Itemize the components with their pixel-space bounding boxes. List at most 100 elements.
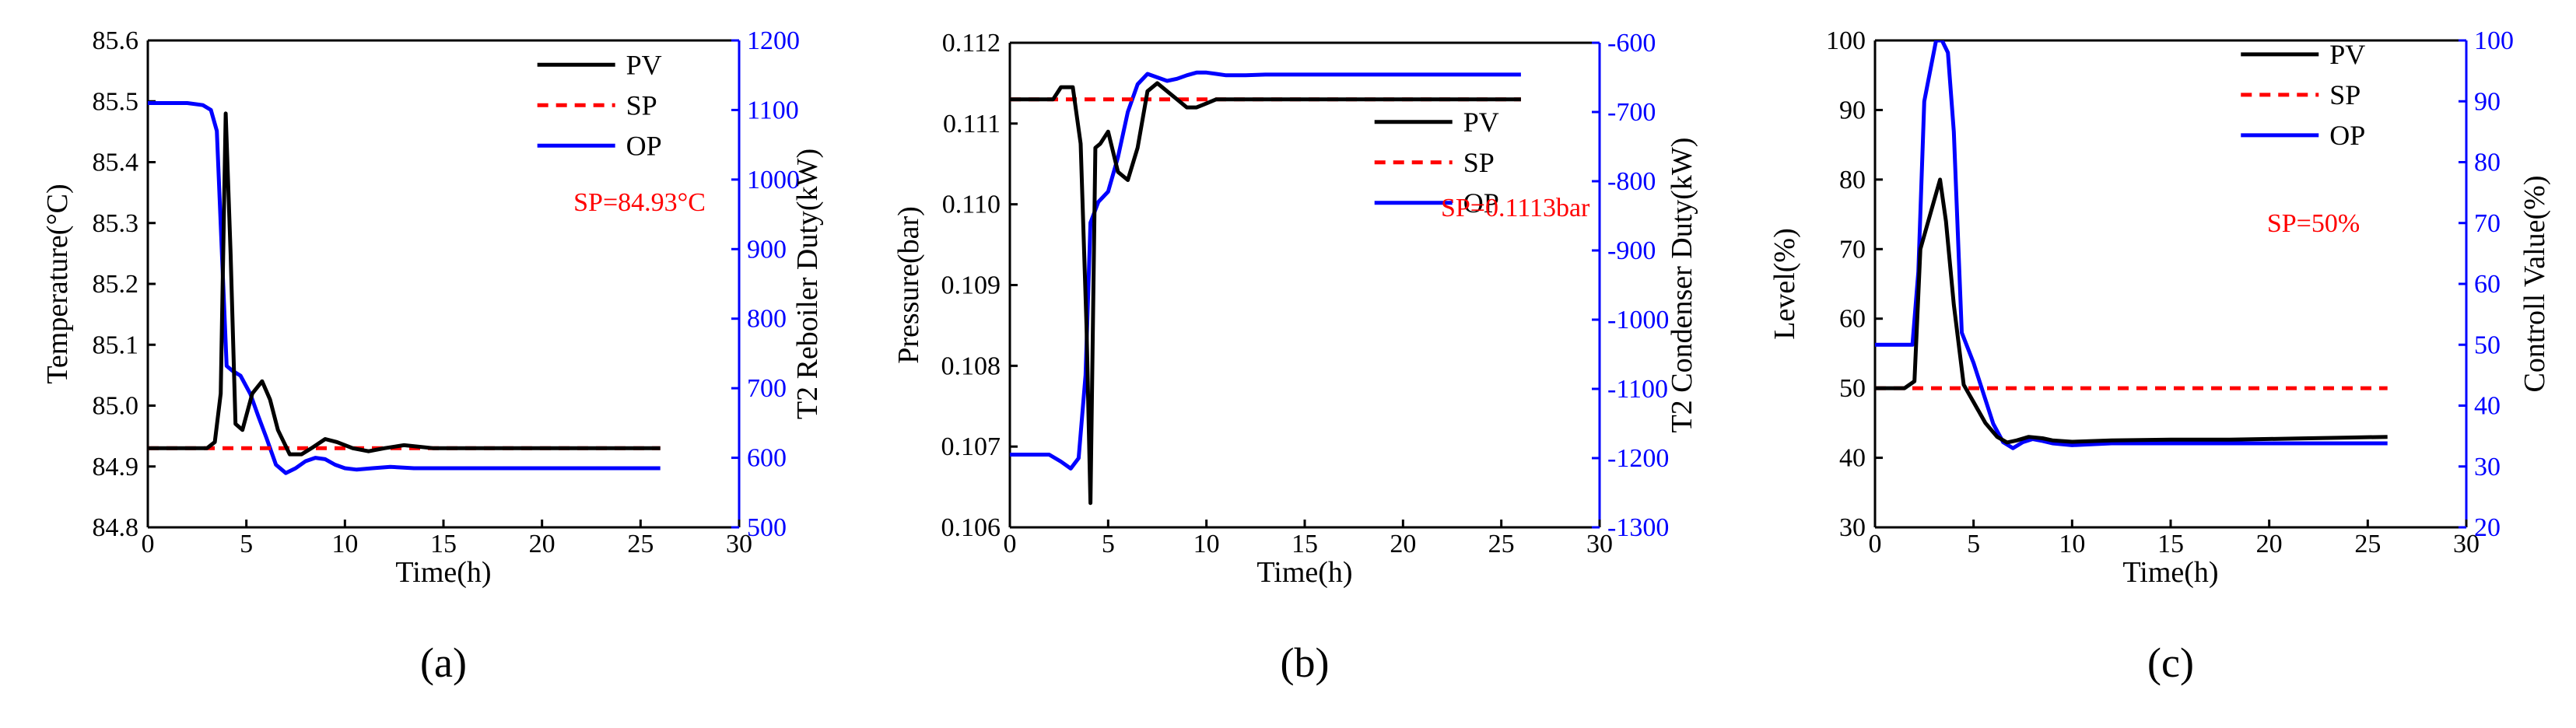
y2-axis-label: T2 Condenser Duty(kW) xyxy=(1666,138,1698,433)
y2-tick-label: 80 xyxy=(2474,149,2501,177)
y2-tick-label: 100 xyxy=(2474,26,2514,55)
y-tick-label: 50 xyxy=(1839,374,1866,403)
y2-tick-label: 1100 xyxy=(747,96,799,124)
y2-tick-label: 70 xyxy=(2474,209,2501,238)
x-tick-label: 5 xyxy=(240,530,253,558)
x-tick-label: 0 xyxy=(142,530,155,558)
y-tick-label: 85.3 xyxy=(93,209,139,238)
y-tick-label: 0.110 xyxy=(942,191,1001,219)
x-tick-label: 5 xyxy=(1102,530,1115,558)
y2-tick-label: 600 xyxy=(747,444,787,473)
x-tick-label: 20 xyxy=(1390,530,1416,558)
y2-tick-label: -800 xyxy=(1607,167,1656,196)
y2-tick-label: 1000 xyxy=(747,166,800,194)
legend-label-sp: SP xyxy=(1463,147,1495,178)
legend-label-sp: SP xyxy=(626,89,657,121)
legend-label-pv: PV xyxy=(2329,39,2365,70)
y-tick-label: 0.106 xyxy=(941,513,1001,542)
y-axis-label: Level(%) xyxy=(1768,228,1801,339)
x-tick-label: 5 xyxy=(1967,530,1980,558)
y-tick-label: 0.109 xyxy=(941,271,1001,300)
y-tick-label: 85.6 xyxy=(93,26,139,55)
x-tick-label: 15 xyxy=(1292,530,1318,558)
y-tick-label: 30 xyxy=(1839,513,1866,542)
y-tick-label: 100 xyxy=(1826,26,1866,55)
x-tick-label: 30 xyxy=(2453,530,2480,558)
setpoint-annotation: SP=50% xyxy=(2267,209,2360,238)
legend-label-pv: PV xyxy=(1463,107,1499,138)
y2-tick-label: 20 xyxy=(2474,513,2501,542)
x-tick-label: 15 xyxy=(2157,530,2184,558)
y-tick-label: 90 xyxy=(1839,96,1866,124)
legend-label-op: OP xyxy=(2329,120,2365,151)
plot-area xyxy=(148,101,661,475)
y2-tick-label: -1300 xyxy=(1607,513,1669,542)
y2-tick-label: -1000 xyxy=(1607,306,1669,334)
y2-axis-label: T2 Reboiler Duty(kW) xyxy=(791,149,824,419)
x-tick-label: 0 xyxy=(1869,530,1882,558)
legend-label-sp: SP xyxy=(2329,79,2360,110)
y2-tick-label: -700 xyxy=(1607,98,1656,127)
y-tick-label: 40 xyxy=(1839,444,1866,473)
setpoint-annotation: SP=0.1113bar xyxy=(1441,194,1590,222)
y2-tick-label: 30 xyxy=(2474,453,2501,481)
y-tick-label: 0.112 xyxy=(942,29,1001,58)
y2-tick-label: 900 xyxy=(747,235,787,264)
y-tick-label: 84.8 xyxy=(93,513,139,542)
y-tick-label: 80 xyxy=(1839,166,1866,194)
y2-tick-label: -900 xyxy=(1607,236,1656,265)
y-tick-label: 0.111 xyxy=(943,110,1001,138)
y-tick-label: 85.1 xyxy=(93,331,139,359)
y2-tick-label: 700 xyxy=(747,374,787,403)
legend-label-pv: PV xyxy=(626,49,662,80)
y-tick-label: 60 xyxy=(1839,305,1866,334)
series-line-op xyxy=(1010,70,1521,471)
y2-axis-label: Controll Value(%) xyxy=(2518,176,2551,393)
y2-tick-label: -1100 xyxy=(1607,375,1668,404)
series-line-pv xyxy=(1010,81,1521,506)
x-tick-label: 10 xyxy=(331,530,358,558)
plot-area xyxy=(1010,70,1521,506)
series-line-pv xyxy=(1875,177,2388,445)
setpoint-annotation: SP=84.93°C xyxy=(573,188,706,217)
legend-label-op: OP xyxy=(626,130,662,161)
panel-label: (b) xyxy=(1281,639,1330,686)
series-line-op xyxy=(148,101,661,475)
x-tick-label: 30 xyxy=(726,530,752,558)
x-tick-label: 20 xyxy=(529,530,556,558)
x-axis-label: Time(h) xyxy=(1256,556,1352,589)
x-tick-label: 20 xyxy=(2256,530,2283,558)
panel-c: 0 5 10 15 20 25 303040506070809010020304050607… xyxy=(1768,26,2551,686)
panel-a: 0 5 10 15 20 25 30 84.8 84.9 85.0 85.1 85.2 85.3 85.4… xyxy=(41,26,824,686)
series-line-pv xyxy=(148,111,661,457)
y2-tick-label: 800 xyxy=(747,305,787,334)
x-tick-label: 0 xyxy=(1004,530,1017,558)
panel-label: (c) xyxy=(2147,639,2194,686)
y2-tick-label: -600 xyxy=(1607,29,1656,58)
x-tick-label: 25 xyxy=(627,530,654,558)
y2-tick-label: 40 xyxy=(2474,392,2501,421)
x-tick-label: 10 xyxy=(2059,530,2085,558)
y-axis-label: Temperature(°C) xyxy=(41,184,74,383)
y-tick-label: 70 xyxy=(1839,235,1866,264)
y-tick-label: 84.9 xyxy=(93,453,139,481)
y-tick-label: 85.0 xyxy=(93,392,139,421)
y-tick-label: 85.2 xyxy=(93,270,139,299)
y2-tick-label: -1200 xyxy=(1607,444,1669,473)
y2-tick-label: 1200 xyxy=(747,26,800,55)
x-axis-label: Time(h) xyxy=(395,556,491,589)
y-tick-label: 0.108 xyxy=(941,352,1001,380)
x-tick-label: 30 xyxy=(1586,530,1613,558)
y2-tick-label: 500 xyxy=(747,513,787,542)
y2-tick-label: 90 xyxy=(2474,87,2501,116)
y-tick-label: 85.5 xyxy=(93,87,139,116)
panel-label: (a) xyxy=(420,639,467,686)
series-line-op xyxy=(1875,40,2388,450)
legend-label-op: OP xyxy=(1463,187,1499,219)
y2-tick-label: 60 xyxy=(2474,270,2501,299)
y-tick-label: 0.107 xyxy=(941,432,1001,461)
y-tick-label: 85.4 xyxy=(93,149,139,177)
y2-tick-label: 50 xyxy=(2474,331,2501,359)
